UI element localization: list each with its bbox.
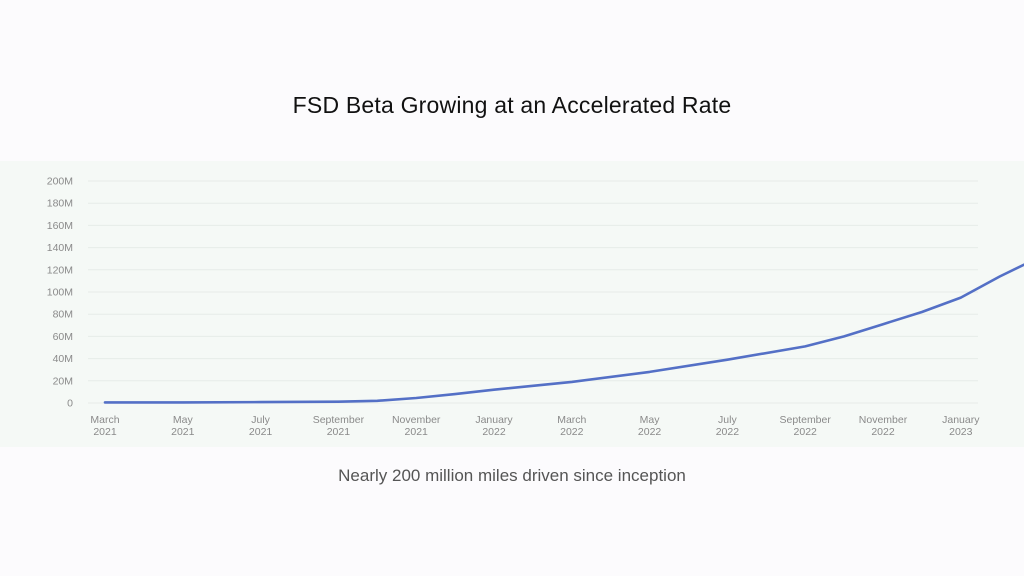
y-tick-label: 200M [47, 176, 73, 188]
x-tick-label-month: November [392, 414, 441, 426]
y-tick-label: 100M [47, 287, 73, 299]
x-tick-label-month: March [90, 414, 119, 426]
x-tick-label-year: 2022 [560, 426, 584, 438]
y-tick-label: 120M [47, 264, 73, 276]
x-axis-ticks: March2021May2021July2021September2021Nov… [90, 414, 980, 438]
x-tick-label-month: March [557, 414, 586, 426]
x-tick-label-month: September [313, 414, 365, 426]
y-tick-label: 20M [53, 375, 73, 387]
x-tick-label-month: January [475, 414, 513, 426]
x-tick-label-year: 2021 [327, 426, 351, 438]
y-tick-label: 140M [47, 242, 73, 254]
x-tick-label-year: 2022 [638, 426, 662, 438]
x-tick-label-year: 2021 [93, 426, 117, 438]
series-layer [103, 263, 1024, 404]
x-tick-label-month: November [859, 414, 908, 426]
chart-title: FSD Beta Growing at an Accelerated Rate [292, 92, 732, 118]
x-tick-label-year: 2021 [249, 426, 273, 438]
y-tick-label: 80M [53, 309, 73, 321]
x-tick-label-year: 2021 [405, 426, 429, 438]
y-tick-label: 160M [47, 220, 73, 232]
x-tick-label-month: September [780, 414, 832, 426]
x-tick-label-month: July [251, 414, 270, 426]
x-tick-label-year: 2021 [171, 426, 195, 438]
y-tick-label: 40M [53, 353, 73, 365]
grid-lines [88, 180, 978, 404]
line-chart: 0 20M 40M 60M 80M 100M 120M 140M 160M 180M 200M Ma… [47, 176, 1024, 438]
x-tick-label-month: January [942, 414, 980, 426]
x-tick-label-year: 2022 [871, 426, 895, 438]
x-tick-label-month: July [718, 414, 737, 426]
series-line [103, 263, 1024, 404]
y-axis-ticks: 0 20M 40M 60M 80M 100M 120M 140M 160M 180M 200M [47, 176, 73, 410]
chart-background [0, 161, 1024, 447]
x-tick-label-year: 2023 [949, 426, 973, 438]
y-tick-label: 180M [47, 198, 73, 210]
y-tick-label: 0 [67, 398, 73, 410]
x-tick-label-month: May [640, 414, 661, 426]
x-tick-label-year: 2022 [482, 426, 506, 438]
x-tick-label-year: 2022 [716, 426, 740, 438]
x-tick-label-year: 2022 [794, 426, 818, 438]
x-tick-label-month: May [173, 414, 194, 426]
y-tick-label: 60M [53, 331, 73, 343]
chart-caption: Nearly 200 million miles driven since in… [338, 466, 686, 485]
